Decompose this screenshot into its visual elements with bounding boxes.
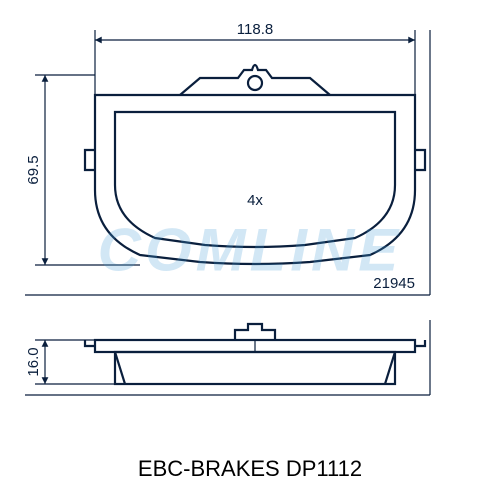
dim-height: 69.5 — [25, 75, 140, 265]
dim-thickness: 16.0 — [25, 340, 115, 384]
stamp-number: 21945 — [373, 275, 415, 292]
technical-svg: 4x 21945 118.8 69.5 — [0, 0, 500, 500]
face-view: 4x 21945 — [85, 65, 425, 292]
quantity-annotation: 4x — [247, 192, 263, 209]
dim-width: 118.8 — [95, 21, 415, 95]
dim-width-label: 118.8 — [237, 21, 273, 38]
side-view — [85, 324, 425, 384]
dim-thickness-label: 16.0 — [25, 347, 42, 376]
product-footer: EBC-BRAKES DP1112 — [0, 456, 500, 482]
dim-height-label: 69.5 — [25, 155, 42, 184]
drawing-canvas: COMLINE 4x 219 — [0, 0, 500, 500]
